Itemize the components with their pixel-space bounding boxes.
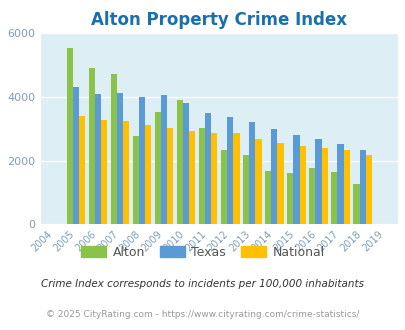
Text: © 2025 CityRating.com - https://www.cityrating.com/crime-statistics/: © 2025 CityRating.com - https://www.city… [46, 310, 359, 319]
Title: Alton Property Crime Index: Alton Property Crime Index [91, 11, 346, 29]
Bar [198, 128, 205, 224]
Bar [343, 150, 349, 224]
Bar [271, 129, 277, 224]
Bar [72, 86, 79, 224]
Bar [189, 131, 195, 224]
Bar [352, 184, 358, 224]
Bar [220, 150, 227, 224]
Bar [145, 124, 151, 224]
Bar [183, 103, 189, 224]
Text: Crime Index corresponds to incidents per 100,000 inhabitants: Crime Index corresponds to incidents per… [41, 279, 364, 289]
Bar [330, 172, 337, 224]
Bar [286, 173, 293, 224]
Legend: Alton, Texas, National: Alton, Texas, National [76, 241, 329, 264]
Bar [177, 100, 183, 224]
Bar [117, 93, 123, 224]
Bar [101, 120, 107, 224]
Bar [132, 136, 139, 224]
Bar [123, 121, 129, 224]
Bar [277, 143, 283, 224]
Bar [358, 150, 365, 224]
Bar [139, 97, 145, 224]
Bar [154, 112, 161, 224]
Bar [95, 94, 101, 224]
Bar [249, 122, 255, 224]
Bar [264, 171, 271, 224]
Bar [66, 48, 72, 224]
Bar [255, 139, 261, 224]
Bar [243, 155, 249, 224]
Bar [299, 146, 305, 224]
Bar [111, 74, 117, 224]
Bar [227, 117, 233, 224]
Bar [211, 133, 217, 224]
Bar [205, 113, 211, 224]
Bar [88, 68, 95, 224]
Bar [315, 139, 321, 224]
Bar [309, 168, 315, 224]
Bar [365, 155, 371, 224]
Bar [233, 133, 239, 224]
Bar [79, 116, 85, 224]
Bar [161, 95, 167, 224]
Bar [321, 148, 327, 224]
Bar [293, 135, 299, 224]
Bar [167, 128, 173, 224]
Bar [337, 144, 343, 224]
